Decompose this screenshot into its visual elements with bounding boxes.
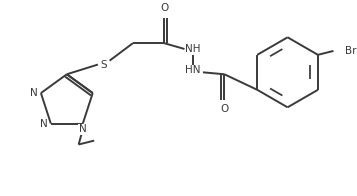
Text: NH: NH xyxy=(186,44,201,54)
Text: Br: Br xyxy=(345,46,357,56)
Text: N: N xyxy=(30,88,38,98)
Text: N: N xyxy=(40,119,48,129)
Text: HN: HN xyxy=(186,65,201,75)
Text: O: O xyxy=(160,3,168,13)
Text: N: N xyxy=(79,124,87,134)
Text: O: O xyxy=(220,104,228,114)
Text: S: S xyxy=(100,60,107,70)
